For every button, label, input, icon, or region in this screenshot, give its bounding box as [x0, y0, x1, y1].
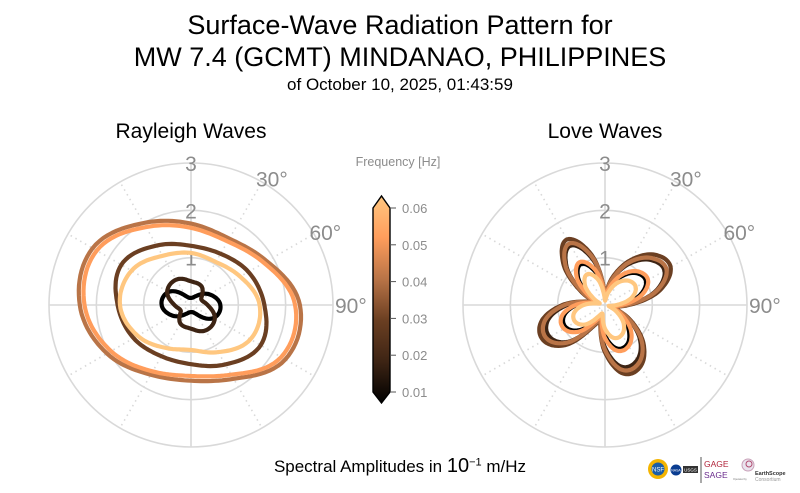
sage-logo-text: SAGE — [704, 470, 728, 480]
earthscope-logo: Operated by EarthScope Consortium — [733, 458, 786, 483]
colorbar-tick-label: 0.03 — [402, 311, 427, 326]
nasa-logo-text: NASA — [671, 469, 681, 473]
r-tick-label: 2 — [599, 200, 611, 223]
r-tick-label: 3 — [599, 153, 611, 176]
rayleigh-panel-title: Rayleigh Waves — [116, 120, 267, 143]
units-prefix: Spectral Amplitudes in — [273, 457, 447, 476]
r-tick-label: 2 — [185, 200, 197, 223]
theta-tick-label: 90° — [335, 295, 367, 318]
love-polar-axes: Love Waves 1 2 3 30° 60° 90° — [462, 120, 781, 448]
units-exponent: −1 — [469, 456, 482, 469]
chart-title-line1: Surface-Wave Radiation Pattern for — [187, 10, 613, 40]
nsf-logo-text: NSF — [652, 468, 664, 474]
love-panel-title: Love Waves — [548, 120, 663, 143]
sponsor-logos: NSF NASA USGS GAGE SAGE Operated by Eart… — [648, 457, 786, 483]
theta-tick-label: 30° — [670, 169, 702, 192]
rayleigh-polar-axes: Rayleigh Waves 1 2 3 30° 60° 90° — [48, 120, 367, 448]
theta-tick-label: 30° — [256, 169, 288, 192]
colorbar-tick-label: 0.01 — [402, 385, 427, 400]
love-curve-0.04hz — [540, 241, 669, 373]
earthscope-text: EarthScope — [755, 471, 786, 477]
rayleigh-curve-0.04hz — [76, 218, 304, 384]
units-suffix: m/Hz — [481, 457, 527, 476]
usgs-logo: USGS — [683, 466, 698, 473]
units-base: 10 — [446, 455, 470, 477]
colorbar-tick-label: 0.06 — [402, 201, 427, 216]
chart-subtitle-date: of October 10, 2025, 01:43:59 — [287, 75, 513, 94]
gage-logo-text: GAGE — [704, 459, 729, 469]
colorbar-label: Frequency [Hz] — [356, 155, 441, 169]
amplitude-units-label: Spectral Amplitudes in 10−1 m/Hz — [0, 455, 800, 478]
colorbar-tick-label: 0.04 — [402, 275, 427, 290]
r-tick-label: 1 — [185, 248, 197, 271]
frequency-colorbar: Frequency [Hz] 0.01 0.02 0.03 0.04 0.05 0.06 — [356, 155, 441, 405]
rayleigh-curve-0.02hz — [165, 276, 217, 334]
usgs-logo-text: USGS — [684, 468, 697, 473]
colorbar-tick-label: 0.05 — [402, 238, 427, 253]
r-tick-label: 3 — [185, 153, 197, 176]
rayleigh-curve-0.05hz — [81, 223, 299, 379]
chart-title-line2: MW 7.4 (GCMT) MINDANAO, PHILIPPINES — [133, 42, 667, 72]
theta-tick-label: 60° — [309, 222, 341, 245]
theta-tick-label: 90° — [749, 295, 781, 318]
colorbar-body — [372, 194, 391, 405]
love-curve-0.06hz — [571, 271, 638, 341]
nsf-logo: NSF — [648, 459, 668, 479]
consortium-text: Consortium — [755, 477, 781, 483]
theta-tick-label: 60° — [723, 222, 755, 245]
operated-by-text: Operated by — [733, 478, 748, 481]
nasa-logo: NASA — [670, 464, 682, 476]
r-tick-label: 1 — [599, 248, 611, 271]
rayleigh-curve-0.06hz — [117, 250, 263, 355]
rayleigh-curve-0.03hz — [113, 241, 269, 369]
colorbar-tick-label: 0.02 — [402, 348, 427, 363]
